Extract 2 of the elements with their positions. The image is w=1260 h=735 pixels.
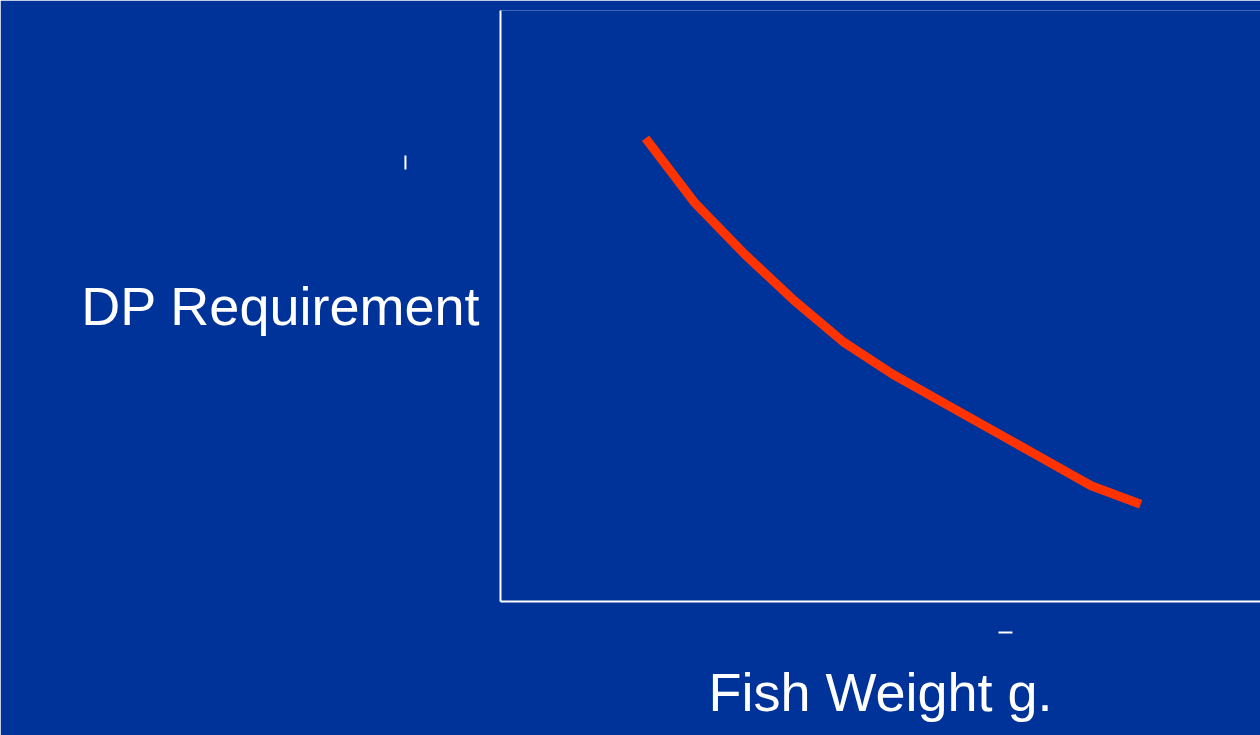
y-axis-title: DP Requirement <box>81 276 480 336</box>
x-axis-title: Fish Weight g. <box>708 661 1053 722</box>
